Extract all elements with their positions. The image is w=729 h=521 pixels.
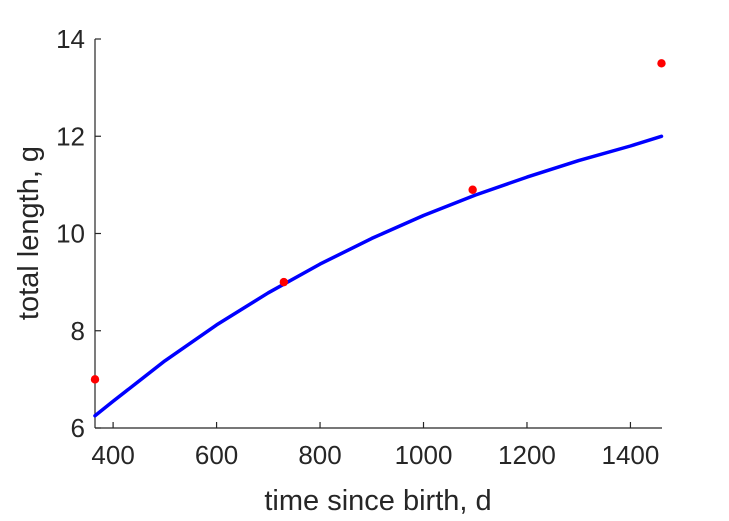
y-tick-label: 14	[56, 24, 85, 54]
x-tick-label: 400	[91, 440, 134, 470]
x-tick-label: 800	[298, 440, 341, 470]
x-ticks: 400 600 800 1000 1200 1400	[91, 422, 659, 470]
fit-curve	[93, 134, 664, 418]
y-axis-label: total length, g	[13, 146, 45, 320]
data-point	[90, 375, 100, 384]
x-axis-label: time since birth, d	[264, 485, 491, 517]
x-tick-label: 600	[195, 440, 238, 470]
axes	[94, 39, 662, 429]
y-tick-label: 8	[71, 316, 85, 346]
x-tick-label: 1200	[498, 440, 556, 470]
data-point	[657, 59, 666, 68]
y-tick-label: 12	[56, 121, 85, 151]
y-tick-label: 6	[71, 413, 85, 443]
x-tick-label: 1000	[395, 440, 453, 470]
series-layer	[90, 59, 666, 418]
y-tick-label: 10	[56, 219, 85, 249]
x-tick-label: 1400	[602, 440, 660, 470]
data-point	[279, 277, 289, 287]
data-point	[468, 185, 477, 194]
y-ticks: 6 8 10 12 14	[56, 24, 101, 443]
